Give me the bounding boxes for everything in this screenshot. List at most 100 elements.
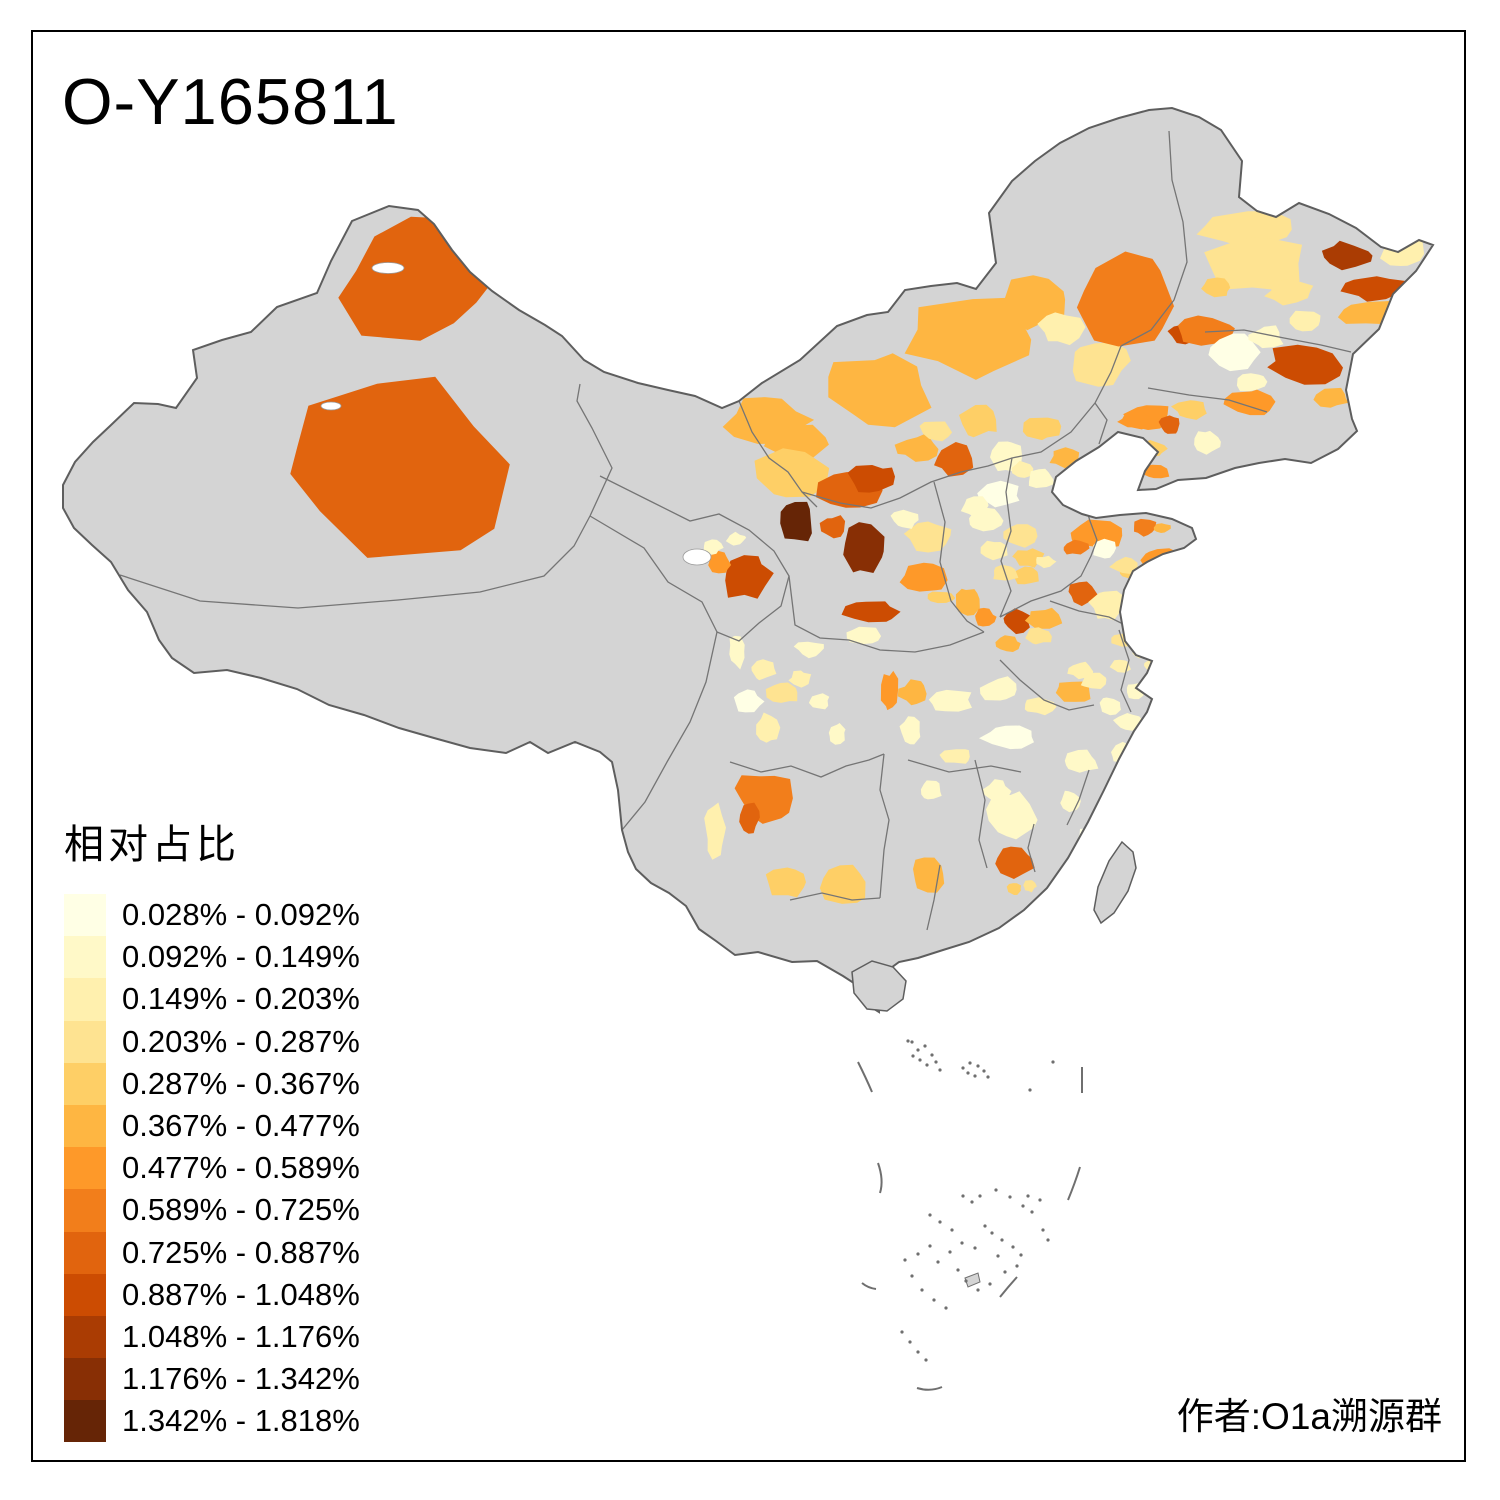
map-patch bbox=[780, 501, 812, 542]
map-patch bbox=[1204, 237, 1303, 291]
island-dot bbox=[936, 1260, 940, 1264]
map-patch bbox=[899, 716, 921, 745]
hainan-island bbox=[851, 960, 907, 1012]
author-credit: 作者:O1a溯源群 bbox=[1176, 1396, 1442, 1437]
legend-rows: 0.028% - 0.092% 0.092% - 0.149% 0.149% - 0… bbox=[64, 894, 360, 1443]
legend-swatch bbox=[64, 978, 106, 1021]
map-patch bbox=[1076, 251, 1174, 347]
legend-row: 0.725% - 0.887% bbox=[64, 1231, 360, 1274]
map-patch bbox=[927, 591, 956, 604]
map-patch bbox=[919, 421, 953, 442]
map-patch bbox=[828, 723, 846, 745]
island-dot bbox=[966, 1071, 970, 1075]
map-patch bbox=[993, 564, 1019, 581]
map-patch bbox=[1025, 627, 1052, 645]
island-dot bbox=[960, 1241, 964, 1245]
map-patch bbox=[1072, 342, 1131, 387]
island-dot bbox=[932, 1298, 936, 1302]
island-dot bbox=[964, 1279, 968, 1283]
map-patch bbox=[1194, 430, 1221, 455]
legend-row: 0.203% - 0.287% bbox=[64, 1020, 360, 1063]
island-dot bbox=[1011, 1245, 1015, 1249]
map-patch bbox=[1248, 325, 1284, 349]
legend-swatch bbox=[64, 1231, 106, 1274]
legend-row: 0.887% - 1.048% bbox=[64, 1273, 360, 1316]
lakes bbox=[320, 262, 712, 566]
island-dot bbox=[976, 1288, 980, 1292]
island-dot bbox=[970, 1200, 974, 1204]
island-dot bbox=[988, 1282, 992, 1286]
legend-title: 相对占比 bbox=[64, 823, 240, 867]
island-dot bbox=[1019, 1253, 1023, 1257]
legend-swatch bbox=[64, 1020, 106, 1063]
map-patch bbox=[920, 780, 942, 800]
island-dot bbox=[916, 1350, 920, 1354]
legend-row: 0.477% - 0.589% bbox=[64, 1147, 360, 1190]
legend-label: 0.203% - 0.287% bbox=[122, 1023, 360, 1059]
legend-row: 0.149% - 0.203% bbox=[64, 978, 360, 1021]
map-patch bbox=[756, 712, 781, 743]
island-dot bbox=[982, 1069, 986, 1073]
legend-row: 1.176% - 1.342% bbox=[64, 1358, 360, 1401]
map-patch bbox=[995, 635, 1021, 652]
province-borders bbox=[119, 130, 1352, 931]
map-patch bbox=[1055, 681, 1091, 702]
map-patch bbox=[975, 607, 997, 627]
map-patch bbox=[899, 562, 948, 592]
legend-label: 1.342% - 1.818% bbox=[122, 1403, 360, 1439]
island-dot bbox=[918, 1058, 922, 1062]
island-dot bbox=[961, 1194, 965, 1198]
map-patch bbox=[1171, 400, 1207, 420]
island-dot bbox=[910, 1040, 914, 1044]
map-patch bbox=[819, 864, 866, 904]
map-patch bbox=[1340, 276, 1414, 302]
legend-swatch bbox=[64, 1358, 106, 1401]
legend-label: 0.092% - 0.149% bbox=[122, 939, 360, 975]
island-dot bbox=[930, 1053, 934, 1057]
map-patch bbox=[819, 515, 846, 539]
island-dot bbox=[928, 1244, 932, 1248]
island-dot bbox=[1038, 1198, 1042, 1202]
map-patch bbox=[1236, 373, 1268, 392]
chart-title: O-Y165811 bbox=[62, 65, 399, 138]
island-dot bbox=[944, 1306, 948, 1310]
map-patch bbox=[808, 693, 830, 710]
map-patch bbox=[1036, 555, 1057, 569]
map-patch bbox=[1223, 389, 1276, 416]
map-patch bbox=[1109, 659, 1131, 673]
map-patch bbox=[828, 353, 932, 428]
legend-swatch bbox=[64, 1400, 106, 1443]
legend-swatch bbox=[64, 1315, 106, 1359]
map-patch bbox=[1141, 464, 1170, 479]
map-patch bbox=[1024, 607, 1063, 629]
map-patch bbox=[725, 531, 747, 546]
map-patch bbox=[960, 496, 989, 517]
map-patch bbox=[928, 689, 972, 712]
choropleth-patches bbox=[290, 211, 1425, 904]
island-dot bbox=[916, 1252, 920, 1256]
map-patch bbox=[708, 550, 732, 574]
map-patch bbox=[704, 802, 726, 860]
island-dot bbox=[968, 1061, 972, 1065]
legend-row: 1.048% - 1.176% bbox=[64, 1315, 360, 1359]
map-patch bbox=[1088, 590, 1127, 621]
map-patch bbox=[1113, 713, 1144, 731]
island-dot bbox=[978, 1194, 982, 1198]
legend-swatch bbox=[64, 1062, 106, 1105]
island-dot bbox=[1046, 1238, 1050, 1242]
map-patch bbox=[1012, 548, 1045, 568]
legend-row: 0.092% - 0.149% bbox=[64, 936, 360, 979]
island-dot bbox=[908, 1340, 912, 1344]
map-patch bbox=[1145, 721, 1161, 733]
legend-row: 0.367% - 0.477% bbox=[64, 1104, 360, 1148]
map-patch bbox=[793, 641, 824, 659]
island-dot bbox=[923, 1044, 927, 1048]
island-dot bbox=[928, 1213, 932, 1217]
island-dot bbox=[1021, 1204, 1025, 1208]
map-patch bbox=[1003, 608, 1031, 635]
legend-label: 0.028% - 0.092% bbox=[122, 897, 360, 933]
legend-label: 0.367% - 0.477% bbox=[122, 1108, 360, 1144]
map-patch bbox=[1158, 415, 1180, 434]
island-dot bbox=[948, 1250, 952, 1254]
